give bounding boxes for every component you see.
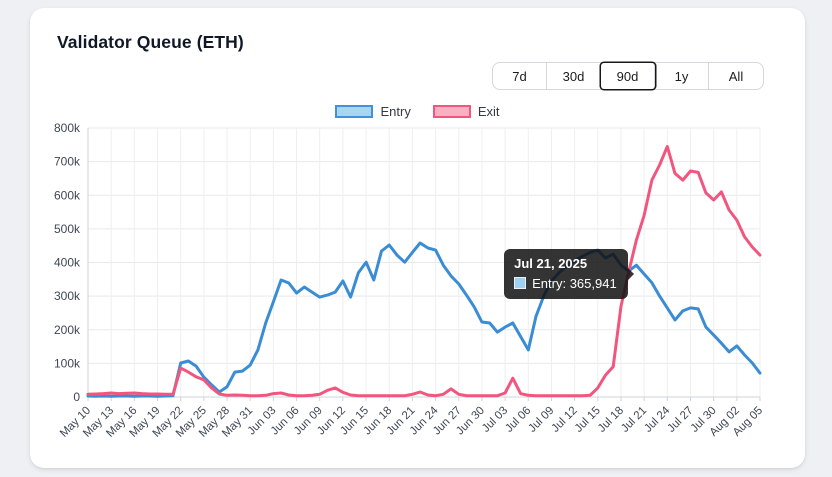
svg-text:Jul 27: Jul 27 [665,405,695,435]
legend-entry-label: Entry [380,104,411,119]
svg-text:400k: 400k [54,256,81,270]
svg-text:Jul 03: Jul 03 [480,405,510,435]
svg-text:500k: 500k [54,222,81,236]
svg-text:100k: 100k [54,356,81,370]
svg-text:Jul 15: Jul 15 [573,405,603,435]
axis-lines [87,128,760,398]
entry-line [86,241,762,398]
chart-area: 0 100k 200k 300k 400k 500k 600k 700k 800k May 10 M… [30,116,805,464]
exit-swatch-icon [432,105,471,118]
validator-queue-chart[interactable]: 0 100k 200k 300k 400k 500k 600k 700k 800k May 10M… [30,116,805,464]
range-button-90d[interactable]: 90d [601,63,655,89]
svg-text:300k: 300k [54,289,81,303]
legend-item-entry[interactable]: Entry [335,104,411,119]
svg-text:Jul 18: Jul 18 [596,405,626,435]
exit-line [86,145,762,398]
page-title: Validator Queue (ETH) [57,32,244,52]
range-button-30d[interactable]: 30d [547,63,601,89]
entry-swatch-icon [335,105,374,118]
svg-text:600k: 600k [54,188,81,202]
legend-exit-label: Exit [477,104,500,119]
svg-text:Jul 09: Jul 09 [526,405,556,435]
range-button-7d[interactable]: 7d [493,63,547,89]
svg-text:Jul 06: Jul 06 [503,405,533,435]
x-axis-ticks [87,397,761,401]
svg-text:Jul 21: Jul 21 [619,405,649,435]
svg-text:Jul 12: Jul 12 [550,405,580,435]
svg-text:0: 0 [73,390,80,404]
svg-text:700k: 700k [54,155,81,169]
range-button-all[interactable]: All [709,63,763,89]
y-axis-labels: 0 100k 200k 300k 400k 500k 600k 700k 800k [54,121,81,404]
svg-text:800k: 800k [54,121,81,135]
range-selector: 7d 30d 90d 1y All [492,62,764,90]
chart-legend: Entry Exit [30,104,805,119]
range-button-1y[interactable]: 1y [655,63,709,89]
y-gridlines [88,127,760,364]
svg-text:200k: 200k [54,323,81,337]
legend-item-exit[interactable]: Exit [432,104,500,119]
chart-card: Validator Queue (ETH) 7d 30d 90d 1y All … [30,8,805,468]
